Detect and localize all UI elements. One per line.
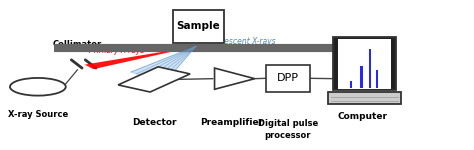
Polygon shape <box>85 46 196 69</box>
Polygon shape <box>215 68 255 89</box>
FancyBboxPatch shape <box>173 10 224 43</box>
FancyBboxPatch shape <box>266 65 310 92</box>
Bar <box>376 70 378 87</box>
Bar <box>369 49 371 87</box>
FancyBboxPatch shape <box>338 39 391 89</box>
Polygon shape <box>118 67 190 92</box>
Bar <box>360 66 363 87</box>
Text: Detector: Detector <box>132 118 176 127</box>
Text: X-ray Source: X-ray Source <box>8 110 68 119</box>
Text: Sample: Sample <box>176 21 220 31</box>
Text: Preamplifier: Preamplifier <box>200 118 263 127</box>
Text: Fluorescent X-rays: Fluorescent X-rays <box>205 37 275 46</box>
Text: Digital pulse
processor: Digital pulse processor <box>258 119 318 140</box>
FancyBboxPatch shape <box>333 38 396 90</box>
Text: Computer: Computer <box>337 112 387 121</box>
Polygon shape <box>131 46 196 83</box>
FancyBboxPatch shape <box>328 92 401 104</box>
Text: Primary X-rays: Primary X-rays <box>89 46 145 55</box>
Text: DPP: DPP <box>277 73 299 83</box>
Text: Collimator: Collimator <box>53 40 102 49</box>
Bar <box>350 81 352 87</box>
